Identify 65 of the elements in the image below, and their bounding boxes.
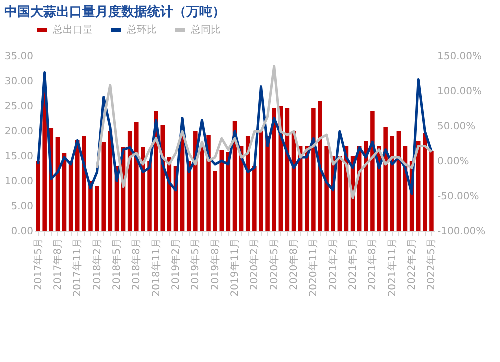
y-tick-label: 35.00 [4,52,34,62]
bar [82,136,86,231]
x-tick-label: 2018年8月 [130,238,143,290]
bar [396,131,402,231]
bar [220,150,224,231]
legend-label: 总同比 [190,24,221,36]
y2-tick-label: 150.00% [438,52,482,62]
y-tick-label: 25.00 [4,102,34,112]
x-tick-label: 2017年8月 [52,238,64,290]
x-tick-label: 2017年11月 [72,238,84,297]
chart-title: 中国大蒜出口量月度数据统计（万吨） [4,4,226,20]
bar [259,131,264,231]
x-tick-label: 2020年2月 [248,238,261,290]
bar [75,140,80,231]
bar [390,136,395,231]
x-tick-label: 2019年2月 [170,238,182,290]
y2-tick-label: -50.00% [438,192,480,202]
x-tick-label: 2021年8月 [366,238,379,290]
line-series [96,65,433,200]
bar [312,108,316,231]
x-tick-label: 2020年8月 [288,238,300,290]
y-tick-label: 30.00 [4,76,34,88]
x-tick-label: 2021年11月 [386,238,398,297]
bar [200,145,204,231]
bar [213,171,218,231]
y-tick-label: 20.00 [4,126,34,138]
bar [305,146,310,231]
y-tick-label: 0.00 [11,226,34,238]
legend-label: 总出口量 [52,24,93,36]
bar [95,186,100,231]
bar [318,101,322,231]
x-tick-label: 2022年5月 [426,238,438,290]
y2-tick-label: 100.00% [438,86,482,98]
y-tick-label: 5.00 [11,202,34,212]
x-tick-label: 2018年2月 [91,238,104,290]
x-tick-label: 2018年11月 [150,238,162,297]
x-tick-label: 2019年11月 [229,238,241,297]
y2-tick-label: 0.00% [438,156,470,168]
legend-label: 总环比 [126,24,157,36]
bar [36,161,40,231]
bar [370,111,375,231]
bar [364,141,368,231]
bar [266,136,270,231]
x-tick-label: 2021年2月 [327,238,340,290]
line-series [37,72,433,196]
bar [252,166,257,231]
x-tick-label: 2017年5月 [32,238,44,290]
x-tick-label: 2019年8月 [209,238,222,290]
y2-tick-label: -100.00% [438,226,486,238]
x-tick-label: 2020年11月 [308,238,320,297]
bar [430,151,434,231]
bar [272,108,276,231]
x-tick-label: 2019年5月 [190,238,202,290]
y2-tick-label: 50.00% [438,122,476,132]
x-tick-label: 2020年5月 [268,238,280,290]
bar [324,146,329,231]
bar [423,133,428,231]
x-tick-label: 2022年2月 [406,238,418,290]
bar [102,142,106,231]
bar [148,161,152,231]
bar [134,122,139,231]
y-tick-label: 10.00 [4,176,34,188]
x-tick-label: 2021年5月 [347,238,360,290]
y-tick-label: 15.00 [4,152,34,162]
x-tick-label: 2018年5月 [110,238,123,290]
